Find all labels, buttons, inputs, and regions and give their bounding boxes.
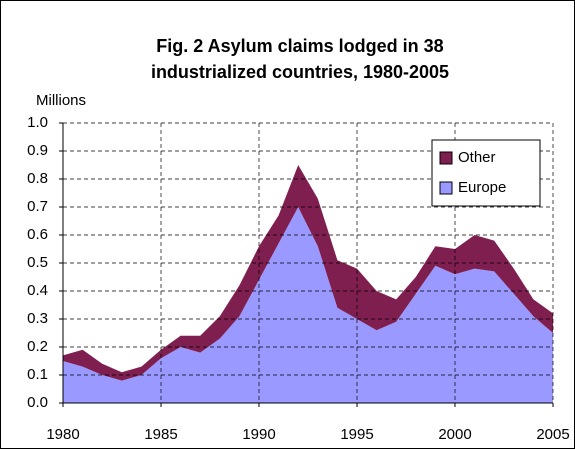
legend-label: Other	[458, 149, 496, 166]
y-tick-label: 0.4	[27, 282, 48, 299]
y-tick-label: 0.6	[27, 226, 48, 243]
y-tick-label: 0.1	[27, 366, 48, 383]
y-tick-label: 0.3	[27, 310, 48, 327]
y-tick-label: 0.7	[27, 198, 48, 215]
x-tick-label: 2000	[438, 426, 471, 443]
legend-swatch	[439, 181, 453, 195]
y-tick-label: 0.0	[27, 394, 48, 411]
x-tick-label: 1985	[144, 426, 177, 443]
x-tick-label: 1995	[340, 426, 373, 443]
y-tick-label: 0.8	[27, 170, 48, 187]
y-tick-label: 0.9	[27, 142, 48, 159]
area	[63, 207, 553, 403]
legend	[431, 139, 541, 207]
y-tick-label: 1.0	[27, 114, 48, 131]
y-tick-label: 0.2	[27, 338, 48, 355]
y-tick-label: 0.5	[27, 254, 48, 271]
legend-label: Europe	[458, 179, 506, 196]
chart-title: industrialized countries, 1980-2005	[151, 62, 449, 82]
x-tick-label: 1990	[242, 426, 275, 443]
chart-title: Fig. 2 Asylum claims lodged in 38	[156, 36, 443, 56]
x-tick-label: 1980	[46, 426, 79, 443]
x-tick-label: 2005	[536, 426, 569, 443]
y-axis-label: Millions	[36, 92, 86, 109]
legend-swatch	[439, 151, 453, 165]
